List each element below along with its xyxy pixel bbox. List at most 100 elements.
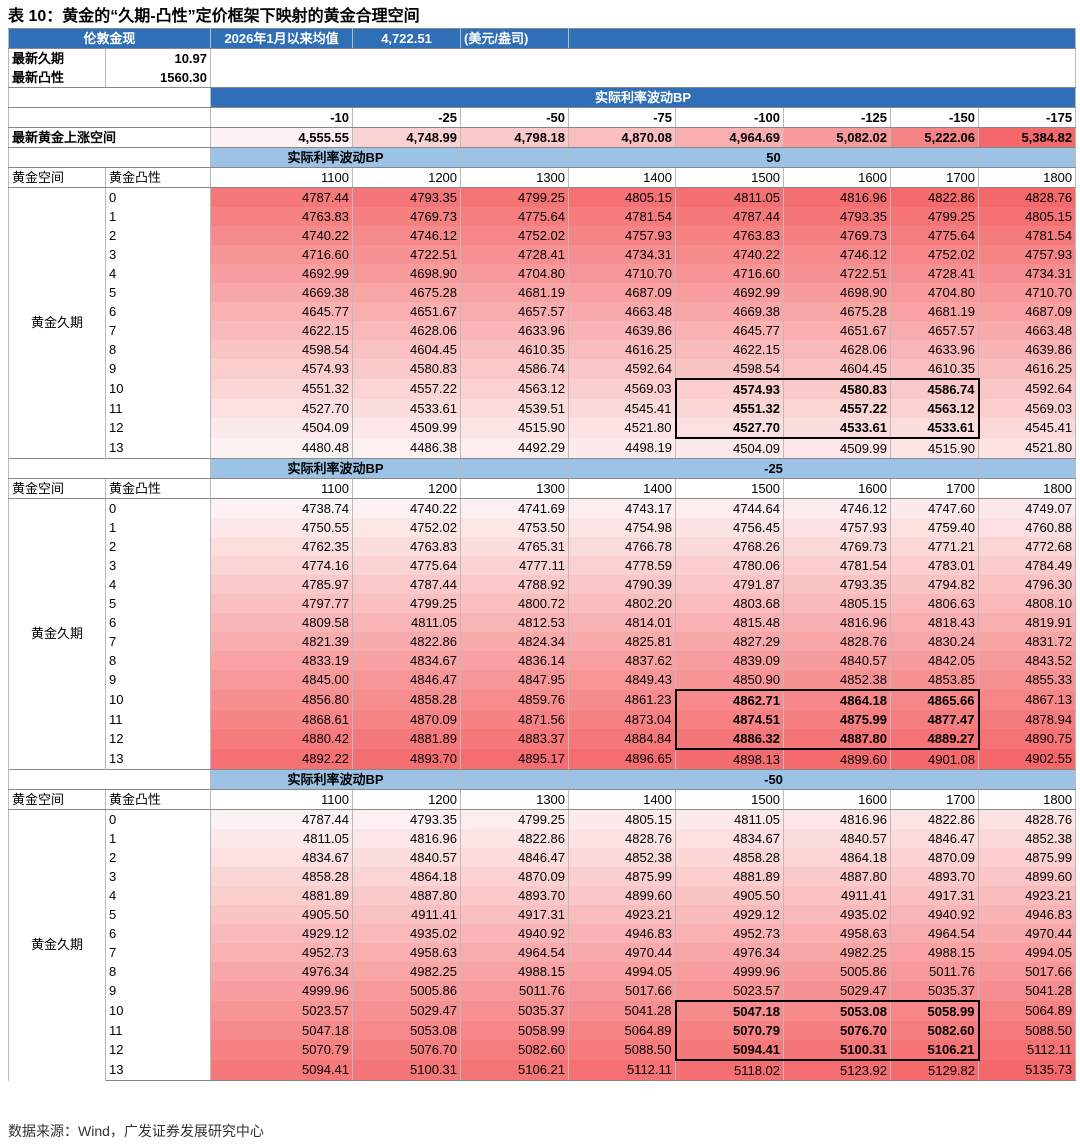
- space-value: 5011.76: [460, 981, 570, 1001]
- space-value: 5041.28: [568, 1001, 677, 1021]
- duration: 1: [104, 518, 212, 537]
- space-value: 4787.44: [675, 207, 785, 226]
- space-value: 4911.41: [352, 905, 462, 924]
- table-row: 实际利率波动BP: [7, 87, 1077, 108]
- space-value: 4486.38: [352, 438, 462, 459]
- space-value: 4923.21: [978, 886, 1077, 905]
- space-value: 5053.08: [783, 1000, 892, 1021]
- table-row: 12 4880.42 4881.89 4883.37 4884.84 4886.32 488…: [9, 729, 1077, 750]
- space-value: 4852.38: [568, 848, 677, 867]
- space-value: 4982.25: [352, 962, 462, 981]
- space-value: 4858.28: [675, 848, 785, 867]
- space-value: 4793.35: [352, 809, 462, 829]
- space-value: 4816.96: [352, 829, 462, 848]
- filler: [460, 458, 570, 479]
- space-value: 4504.09: [210, 418, 354, 438]
- space-value: 4574.93: [674, 378, 785, 399]
- space-value: 4822.86: [352, 632, 462, 651]
- rate-change: -25: [352, 107, 462, 128]
- convexity: 1100: [210, 789, 354, 810]
- space-value: 4899.60: [783, 749, 892, 770]
- space-value: 4818.43: [890, 613, 980, 632]
- space-value: 4760.88: [978, 518, 1077, 537]
- space-value: 4710.70: [568, 264, 677, 283]
- space-value: 4899.60: [568, 886, 677, 905]
- space-value: 4592.64: [978, 379, 1077, 399]
- space-value: 4822.86: [890, 187, 980, 207]
- space-value: 5017.66: [978, 962, 1077, 981]
- space-value: 4750.55: [210, 518, 354, 537]
- space-value: 4769.73: [352, 207, 462, 226]
- space-value: 4893.70: [890, 867, 980, 886]
- space-value: 4952.73: [210, 943, 354, 962]
- space-value: 4958.63: [783, 924, 892, 943]
- space-value: 4645.77: [675, 321, 785, 340]
- space-value: 4808.10: [978, 594, 1077, 613]
- duration: 7: [104, 321, 212, 340]
- block-shock: -50: [568, 769, 980, 790]
- duration: 12: [104, 1040, 212, 1060]
- space-value: 4994.05: [568, 962, 677, 981]
- space-value: 5047.18: [674, 1000, 785, 1021]
- duration: 4: [104, 264, 212, 283]
- convexity: 1700: [890, 478, 980, 499]
- duration: 2: [104, 226, 212, 245]
- space-value: 4842.05: [890, 651, 980, 670]
- space-value: 5100.31: [783, 1040, 892, 1061]
- space-value: 4763.83: [352, 537, 462, 556]
- space-value: 4759.40: [890, 518, 980, 537]
- space-value: 4799.25: [460, 187, 570, 207]
- duration: 11: [104, 399, 212, 418]
- space-value: 4563.12: [460, 379, 570, 399]
- convexity: 1500: [675, 167, 785, 188]
- space-value: 4687.09: [978, 302, 1077, 321]
- space-value: 4999.96: [675, 962, 785, 981]
- table-row: 2 4834.67 4840.57 4846.47 4852.38 4858.28 4864…: [9, 848, 1077, 867]
- space-value: 4716.60: [675, 264, 785, 283]
- space-value: 4728.41: [460, 245, 570, 264]
- space-value: 4864.18: [783, 689, 892, 710]
- space-value: 4775.64: [890, 226, 980, 245]
- convexity: 1800: [978, 167, 1077, 188]
- table-row: 伦敦金现 2026年1月以来均值 4,722.51 (美元/盎司): [7, 28, 1077, 49]
- col-header: 黄金空间: [8, 478, 106, 499]
- space-value: 4545.41: [978, 418, 1077, 438]
- convexity: 1200: [352, 478, 462, 499]
- space-value: 4843.52: [978, 651, 1077, 670]
- space-value: 5005.86: [352, 981, 462, 1001]
- space-value: 4803.68: [675, 594, 785, 613]
- space-value: 4840.57: [783, 651, 892, 670]
- space-value: 4940.92: [890, 905, 980, 924]
- filler: [7, 769, 212, 790]
- duration: 5: [104, 905, 212, 924]
- space-value: 4794.82: [890, 575, 980, 594]
- space-value: 5005.86: [783, 962, 892, 981]
- duration: 9: [104, 981, 212, 1001]
- table-row: 11 5047.18 5053.08 5058.99 5064.89 5070.79 507…: [9, 1021, 1077, 1040]
- space-value: 4740.22: [352, 498, 462, 518]
- duration: 13: [104, 438, 212, 459]
- space-value: 4976.34: [210, 962, 354, 981]
- duration: 1: [104, 207, 212, 226]
- space-value: 4551.32: [210, 379, 354, 399]
- space-value: 4785.97: [210, 575, 354, 594]
- space-value: 4765.31: [460, 537, 570, 556]
- space-value: 4811.05: [352, 613, 462, 632]
- row-group-label: 黄金久期: [8, 498, 106, 770]
- space-value: 5011.76: [890, 962, 980, 981]
- space-value: 4778.59: [568, 556, 677, 575]
- space-value: 4887.80: [783, 867, 892, 886]
- space-value: 4884.84: [568, 729, 677, 749]
- space-value: 4663.48: [568, 302, 677, 321]
- space-value: 4787.44: [352, 575, 462, 594]
- space-value: 4698.90: [783, 283, 892, 302]
- space-value: 5112.11: [568, 1060, 677, 1081]
- header-filler: [568, 28, 1077, 49]
- space-value: 4598.54: [675, 359, 785, 379]
- space-value: 4527.70: [210, 399, 354, 418]
- space-value: 4811.05: [210, 829, 354, 848]
- space-value: 4802.20: [568, 594, 677, 613]
- duration: 10: [104, 1001, 212, 1021]
- space-value: 4816.96: [783, 613, 892, 632]
